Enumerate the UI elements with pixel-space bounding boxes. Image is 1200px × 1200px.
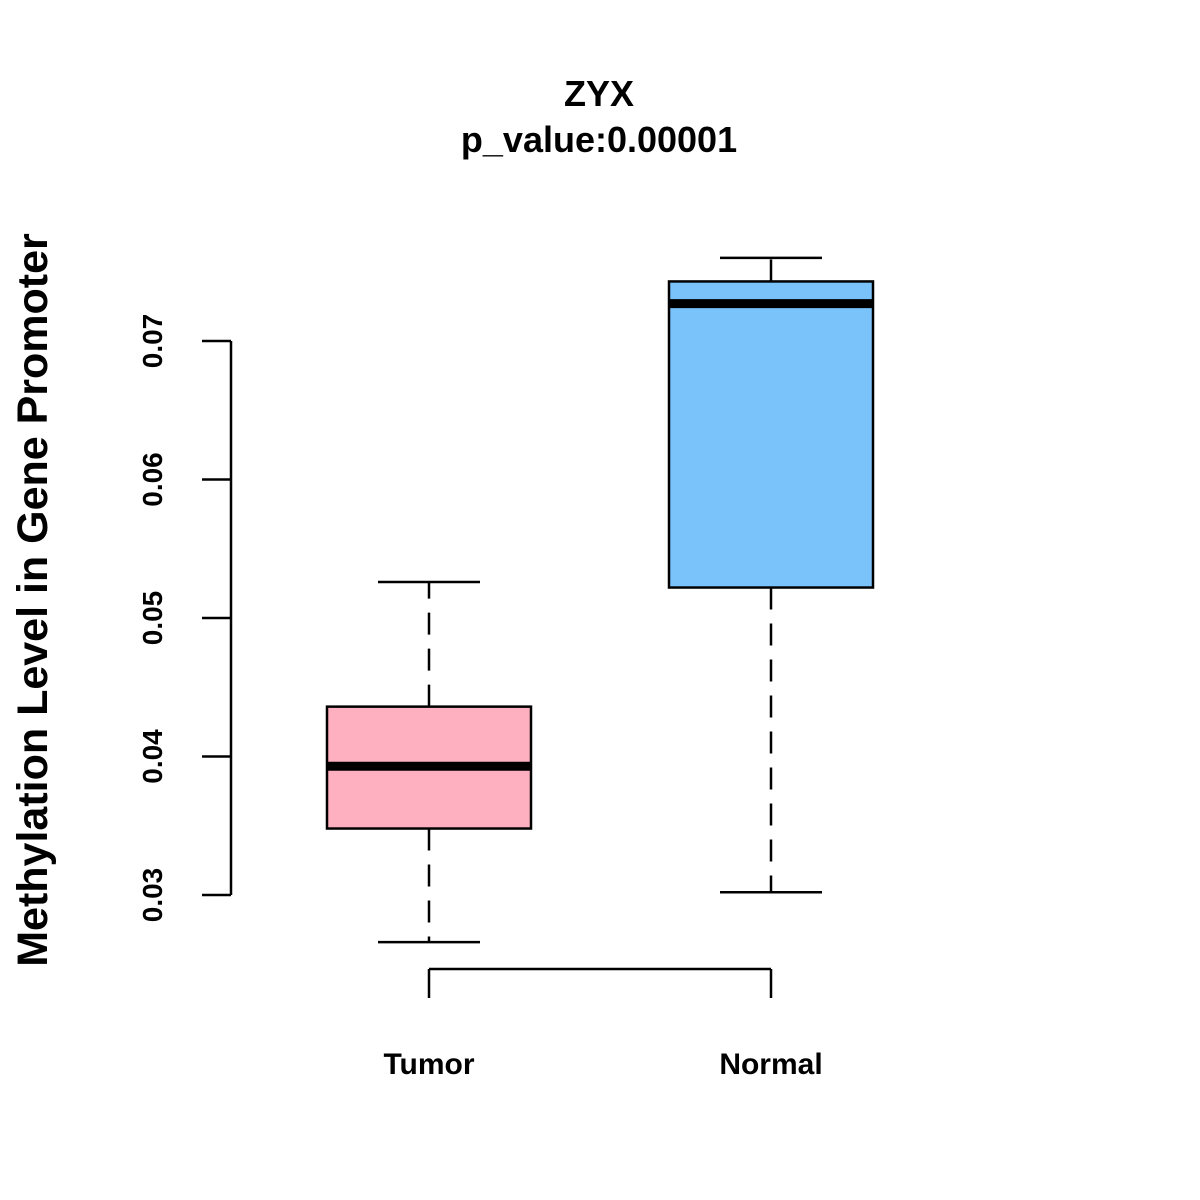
chart-title: ZYX bbox=[564, 73, 634, 114]
y-tick-label-0: 0.03 bbox=[137, 868, 168, 923]
box-tumor bbox=[325, 580, 533, 944]
x-category-label-normal: Normal bbox=[719, 1048, 822, 1081]
x-category-label-tumor: Tumor bbox=[383, 1048, 474, 1081]
y-tick-label-4: 0.07 bbox=[137, 314, 168, 369]
chart-subtitle: p_value:0.00001 bbox=[461, 119, 737, 160]
y-tick-label-3: 0.06 bbox=[137, 452, 168, 507]
y-axis: 0.03 0.04 0.05 0.06 0.07 bbox=[137, 314, 233, 923]
y-tick-label-1: 0.04 bbox=[137, 729, 168, 784]
y-tick-label-2: 0.05 bbox=[137, 591, 168, 646]
normal-iqr-box bbox=[667, 280, 875, 589]
x-axis: Tumor Normal bbox=[383, 967, 823, 1081]
y-axis-label: Methylation Level in Gene Promoter bbox=[9, 233, 57, 967]
boxes bbox=[325, 256, 875, 944]
box-normal bbox=[667, 256, 875, 894]
